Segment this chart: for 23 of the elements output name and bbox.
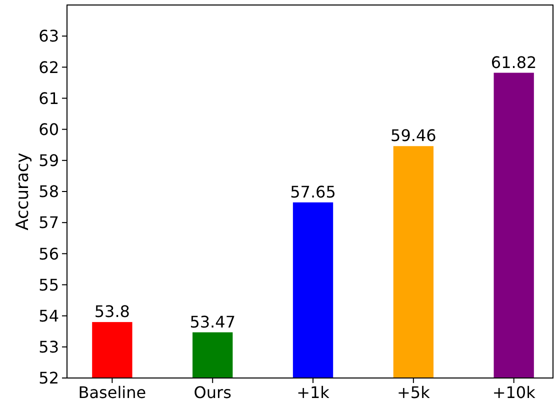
y-tick-label: 55 [38, 275, 59, 294]
data-label: 53.8 [94, 302, 130, 322]
y-tick-label: 63 [38, 26, 59, 46]
y-tick-label: 57 [38, 213, 59, 232]
data-label: 57.65 [290, 182, 336, 202]
data-label: 59.46 [390, 126, 436, 146]
y-tick-label: 59 [38, 151, 59, 170]
x-tick-label: Baseline [78, 383, 146, 402]
y-tick-label: 62 [38, 58, 59, 77]
y-tick-label: 54 [38, 306, 59, 326]
data-label: 61.82 [490, 52, 537, 72]
data-label: 53.47 [190, 312, 236, 332]
y-tick-label: 56 [38, 244, 59, 264]
y-tick-label: 61 [38, 88, 59, 108]
y-tick-label: 60 [38, 120, 59, 139]
y-tick-label: 58 [38, 182, 59, 202]
x-tick-label: +5k [396, 383, 431, 402]
x-tick-label: +1k [296, 383, 330, 402]
y-axis-title: Accuracy [13, 152, 33, 230]
y-tick-label: 53 [38, 338, 59, 357]
x-tick-label: Ours [194, 383, 232, 402]
y-tick-label: 52 [38, 368, 59, 388]
x-tick-label: +10k [492, 383, 536, 402]
